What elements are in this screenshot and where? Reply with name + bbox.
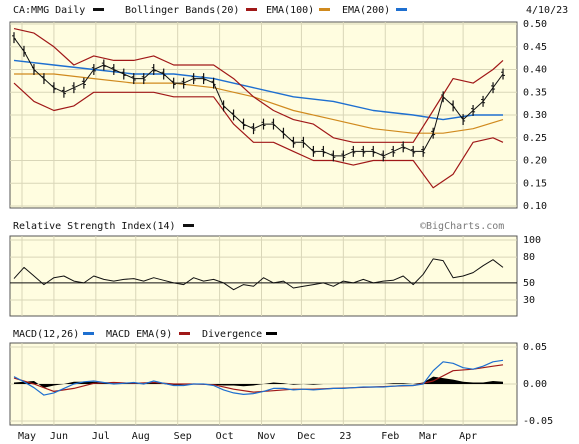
price-close-line <box>13 37 504 157</box>
symbol-legend-swatch <box>93 8 104 11</box>
bollinger-legend-swatch <box>246 8 257 11</box>
rsi-label: Relative Strength Index(14) <box>13 221 176 232</box>
price-ytick-label: 0.10 <box>523 201 547 212</box>
price-ytick-label: 0.40 <box>523 65 547 76</box>
price-ytick-label: 0.20 <box>523 156 547 167</box>
macd-ema-label: MACD EMA(9) <box>106 329 172 340</box>
tick-labels: 0.10 0.15 0.20 0.25 0.30 0.35 0.40 0.45 0.50 30 50… <box>18 19 553 442</box>
x-axis-label: May <box>18 431 36 442</box>
x-axis-label: 23 <box>339 431 351 442</box>
x-axis-label: Oct <box>216 431 234 442</box>
rsi-ytick-label: 50 <box>523 278 535 289</box>
bollinger-upper-line <box>13 28 504 143</box>
x-axis-label: Jul <box>92 431 110 442</box>
grid-lines <box>10 22 517 425</box>
ema200-legend-swatch <box>396 8 407 11</box>
macd-ytick-label: -0.05 <box>523 416 553 427</box>
symbol-label: CA:MMG Daily <box>13 5 85 16</box>
rsi-ytick-label: 30 <box>523 295 535 306</box>
divergence-label: Divergence <box>202 329 262 340</box>
macd-ema-legend-swatch <box>179 332 190 335</box>
price-ytick-label: 0.35 <box>523 87 547 98</box>
rsi-ytick-label: 100 <box>523 235 541 246</box>
macd-label: MACD(12,26) <box>13 329 79 340</box>
x-axis-label: Sep <box>174 431 192 442</box>
watermark: ©BigCharts.com <box>420 221 504 232</box>
macd-line <box>13 359 504 396</box>
ema200-label: EMA(200) <box>342 5 390 16</box>
x-axis-label: Aug <box>132 431 150 442</box>
rsi-panel <box>9 235 518 317</box>
bollinger-lower-line <box>13 82 504 189</box>
ema100-line <box>14 73 504 134</box>
x-axis-label: Nov <box>258 431 276 442</box>
bollinger-label: Bollinger Bands(20) <box>125 5 239 16</box>
macd-ytick-label: 0.05 <box>523 342 547 353</box>
price-ytick-label: 0.15 <box>523 178 547 189</box>
x-axis-label: Apr <box>459 431 477 442</box>
price-ytick-label: 0.25 <box>523 133 547 144</box>
rsi-ytick-label: 80 <box>523 252 535 263</box>
price-ytick-label: 0.50 <box>523 19 547 30</box>
x-axis-label: Dec <box>297 431 315 442</box>
ema100-legend-swatch <box>319 8 330 11</box>
x-axis-label: Feb <box>381 431 399 442</box>
rsi-legend-swatch <box>183 224 194 227</box>
rsi-line <box>13 258 504 291</box>
price-ytick-label: 0.45 <box>523 42 547 53</box>
x-axis-label: Jun <box>50 431 68 442</box>
ema200-line <box>13 59 503 121</box>
price-ytick-label: 0.30 <box>523 110 547 121</box>
divergence-legend-swatch <box>266 332 277 335</box>
macd-legend-swatch <box>83 332 94 335</box>
ema100-label: EMA(100) <box>266 5 314 16</box>
plot-layer <box>10 28 517 396</box>
date-label: 4/10/23 <box>526 5 568 16</box>
macd-ytick-label: 0.00 <box>523 379 547 390</box>
x-axis-label: Mar <box>419 431 437 442</box>
